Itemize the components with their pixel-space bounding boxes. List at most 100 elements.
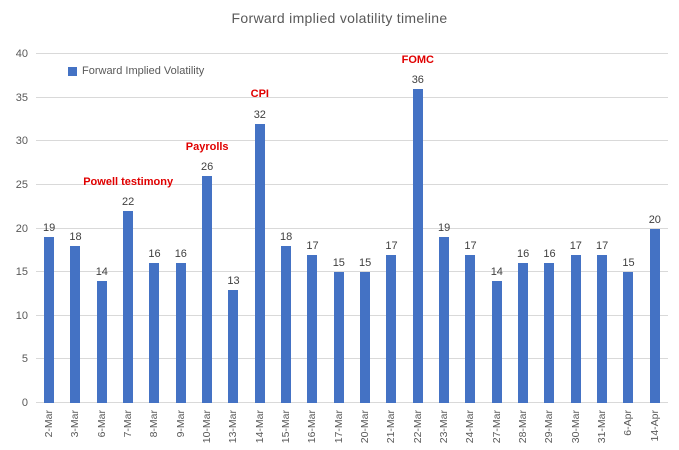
legend-label: Forward Implied Volatility [82, 65, 205, 77]
data-label: 17 [596, 239, 609, 252]
y-axis-tick-label: 25 [15, 178, 28, 191]
bar-group: 18 3-Mar [62, 54, 88, 437]
data-label: 16 [174, 248, 187, 261]
data-label: 15 [622, 257, 635, 270]
x-axis-tick-label: 15-Mar [280, 410, 293, 444]
bar [70, 245, 81, 403]
gridline [36, 227, 668, 229]
data-label: 16 [517, 248, 530, 261]
bar [649, 228, 660, 403]
x-axis-tick-label: 6-Apr [622, 410, 635, 436]
x-axis-tick-label: 20-Mar [359, 410, 372, 444]
event-annotation: CPI [250, 88, 269, 101]
data-label: 18 [69, 230, 82, 243]
bar [44, 237, 55, 403]
bar-group: 15 17-Mar [326, 54, 352, 443]
data-label: 17 [306, 239, 319, 252]
data-label: 15 [359, 257, 372, 270]
x-axis-tick-label: 14-Apr [648, 410, 661, 442]
gridline [36, 140, 668, 142]
gridline [36, 271, 668, 273]
gridline [36, 314, 668, 316]
bar-group: 18 15-Mar [273, 54, 299, 443]
bar [149, 263, 160, 403]
x-axis-tick-label: 24-Mar [464, 410, 477, 444]
bar [96, 280, 107, 403]
bar [307, 254, 318, 403]
data-label: 19 [438, 222, 451, 235]
bar-group: 15 20-Mar [352, 54, 378, 443]
bar [518, 263, 529, 403]
bar [465, 254, 476, 403]
data-label: 17 [385, 239, 398, 252]
data-label: 20 [648, 213, 661, 226]
bar [228, 289, 239, 403]
data-label: 14 [95, 265, 108, 278]
x-axis-tick-label: 14-Mar [253, 410, 266, 444]
y-axis-tick-label: 30 [15, 135, 28, 148]
bar [386, 254, 397, 403]
legend-swatch-icon [68, 66, 77, 76]
bar-group: 17 21-Mar [378, 54, 404, 444]
bar [123, 211, 134, 403]
bar-group: 36 22-Mar FOMC [402, 54, 434, 444]
data-label: 36 [411, 73, 424, 86]
x-axis-tick-label: 28-Mar [517, 410, 530, 444]
data-label: 13 [227, 274, 240, 287]
data-label: 18 [280, 230, 293, 243]
y-axis-tick-label: 20 [15, 222, 28, 235]
bar [360, 272, 371, 403]
bar [412, 88, 423, 403]
chart-title: Forward implied volatility timeline [231, 10, 448, 26]
data-label: 26 [201, 161, 214, 174]
data-label: 15 [332, 257, 345, 270]
y-axis-tick-label: 15 [15, 266, 28, 279]
y-axis-tick-label: 5 [21, 353, 28, 366]
y-axis-tick-label: 35 [15, 91, 28, 104]
event-annotation: Payrolls [185, 140, 229, 153]
x-axis-tick-label: 23-Mar [438, 410, 451, 444]
bar [333, 272, 344, 403]
y-axis-tick-label: 10 [15, 309, 28, 322]
bar [175, 263, 186, 403]
bar [570, 254, 581, 403]
bar-group: 20 14-Apr [642, 54, 668, 442]
x-axis-tick-label: 22-Mar [411, 410, 424, 444]
bar [491, 280, 502, 403]
bar [623, 272, 634, 403]
data-label: 16 [543, 248, 556, 261]
bar [544, 263, 555, 403]
legend: Forward Implied Volatility [68, 65, 204, 77]
bar-group: 16 28-Mar [510, 54, 536, 443]
x-axis-tick-label: 2-Mar [43, 410, 56, 438]
x-axis-tick-label: 17-Mar [332, 410, 345, 444]
bar [439, 237, 450, 403]
bar-group: 19 23-Mar [431, 54, 457, 443]
bar-group: 17 24-Mar [457, 54, 483, 444]
x-axis-tick-label: 9-Mar [174, 410, 187, 438]
bar [281, 245, 292, 403]
x-axis-tick-label: 8-Mar [148, 410, 161, 438]
data-label: 17 [569, 239, 582, 252]
data-label: 16 [148, 248, 161, 261]
bar-group: 14 27-Mar [484, 54, 510, 443]
data-label: 32 [253, 108, 266, 121]
bar-group: 17 31-Mar [589, 54, 615, 444]
bar [597, 254, 608, 403]
bar-group: 26 10-Mar Payrolls [186, 54, 229, 444]
x-axis-tick-label: 30-Mar [569, 410, 582, 444]
gridline [36, 53, 668, 54]
x-axis-tick-label: 16-Mar [306, 410, 319, 444]
bar-group: 13 13-Mar [220, 54, 246, 444]
bar-group: 14 6-Mar [89, 54, 115, 438]
gridline [36, 358, 668, 360]
bar [254, 123, 265, 403]
x-axis-tick-label: 13-Mar [227, 410, 240, 444]
data-label: 14 [490, 265, 503, 278]
bar-group: 16 8-Mar [141, 54, 167, 437]
x-axis-tick-label: 27-Mar [490, 410, 503, 444]
event-annotation: FOMC [401, 53, 434, 66]
x-axis-tick-label: 3-Mar [69, 410, 82, 438]
bar [202, 176, 213, 403]
